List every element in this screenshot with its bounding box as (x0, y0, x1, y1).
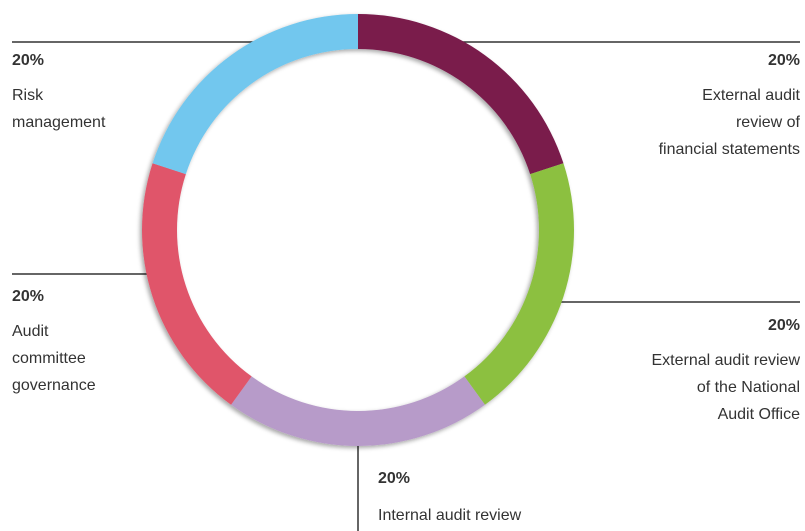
category-label: External audit review of the National Au… (651, 352, 800, 423)
category-label: Risk management (12, 87, 106, 131)
category-label: Audit committee governance (12, 323, 96, 394)
donut-segment (358, 14, 564, 175)
donut-segment (142, 163, 252, 405)
donut-segment (152, 14, 358, 175)
ring (142, 14, 574, 447)
value-label: 20% (767, 317, 800, 334)
category-label: External audit review of financial state… (658, 87, 800, 158)
donut-segment (231, 376, 485, 447)
value-label: 20% (12, 52, 45, 69)
leader-lines (12, 41, 800, 531)
value-label: 20% (767, 52, 800, 69)
category-label: Internal audit review (378, 507, 522, 524)
donut-segment (464, 163, 574, 405)
value-label: 20% (378, 470, 411, 487)
value-label: 20% (12, 288, 45, 305)
